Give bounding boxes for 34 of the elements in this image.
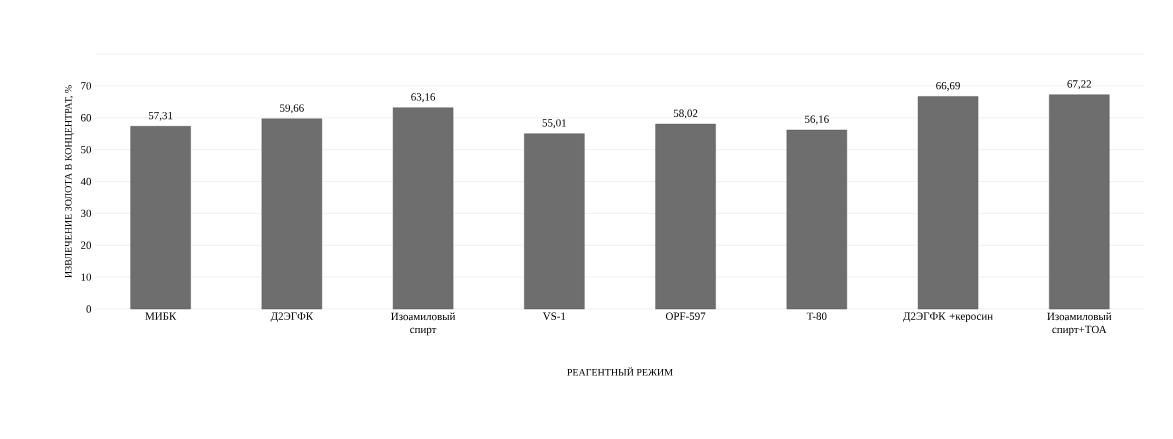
x-tick-label: VS-1: [542, 312, 566, 320]
x-tick-label: МИБК: [145, 312, 177, 320]
data-label: 63,16: [411, 93, 436, 103]
bar: [786, 129, 848, 310]
y-tick-label: 70: [81, 82, 92, 90]
y-tick-label: 60: [80, 114, 92, 122]
bar: [1049, 94, 1110, 310]
y-tick-label: 20: [81, 241, 92, 249]
bar: [130, 126, 191, 310]
x-tick-label: Изоамиловый спирт+ТОА: [1047, 312, 1112, 336]
x-tick-label: Изоамиловый спирт: [391, 312, 456, 336]
y-tick-label: 40: [80, 177, 92, 186]
data-label: 58,02: [673, 109, 698, 119]
y-tick-label: 30: [81, 209, 92, 218]
bar: [261, 118, 323, 310]
y-tick-label: 0: [86, 305, 92, 313]
y-axis-title: ИЗВЛЕЧЕНИЕ ЗОЛОТА В КОНЦЕНТРАТ, %: [64, 85, 74, 278]
x-tick-label: Д2ЭГФК: [270, 312, 314, 323]
y-tick-label: 10: [81, 273, 92, 281]
bar: [524, 133, 585, 310]
bar: [655, 123, 716, 310]
x-tick-label: Д2ЭГФК +керосин: [903, 312, 993, 323]
x-tick-label: T-80: [806, 312, 827, 320]
data-label: 55,01: [542, 119, 566, 129]
y-tick-label: 50: [81, 145, 92, 154]
x-tick-label: OPF-597: [665, 312, 706, 320]
data-label: 57,31: [148, 111, 173, 121]
bar: [392, 107, 454, 310]
data-label: 67,22: [1067, 80, 1092, 90]
bar: [917, 96, 979, 310]
x-axis-title: РЕАГЕНТНЫЙ РЕЖИМ: [567, 367, 673, 376]
data-label: 66,69: [936, 81, 960, 91]
data-label: 56,16: [805, 115, 829, 125]
data-label: 59,66: [280, 104, 304, 114]
